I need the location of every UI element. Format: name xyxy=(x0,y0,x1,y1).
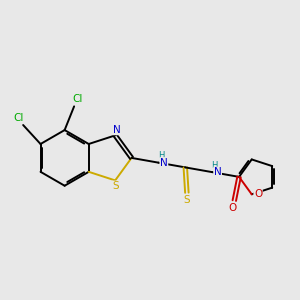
Text: S: S xyxy=(184,195,190,205)
Text: S: S xyxy=(112,181,119,191)
Text: H: H xyxy=(158,151,164,160)
Text: N: N xyxy=(160,158,168,168)
Text: N: N xyxy=(214,167,221,177)
Text: Cl: Cl xyxy=(13,113,24,123)
Text: H: H xyxy=(212,161,218,170)
Text: Cl: Cl xyxy=(73,94,83,104)
Text: O: O xyxy=(254,189,262,199)
Text: N: N xyxy=(113,125,121,135)
Text: O: O xyxy=(229,202,237,212)
